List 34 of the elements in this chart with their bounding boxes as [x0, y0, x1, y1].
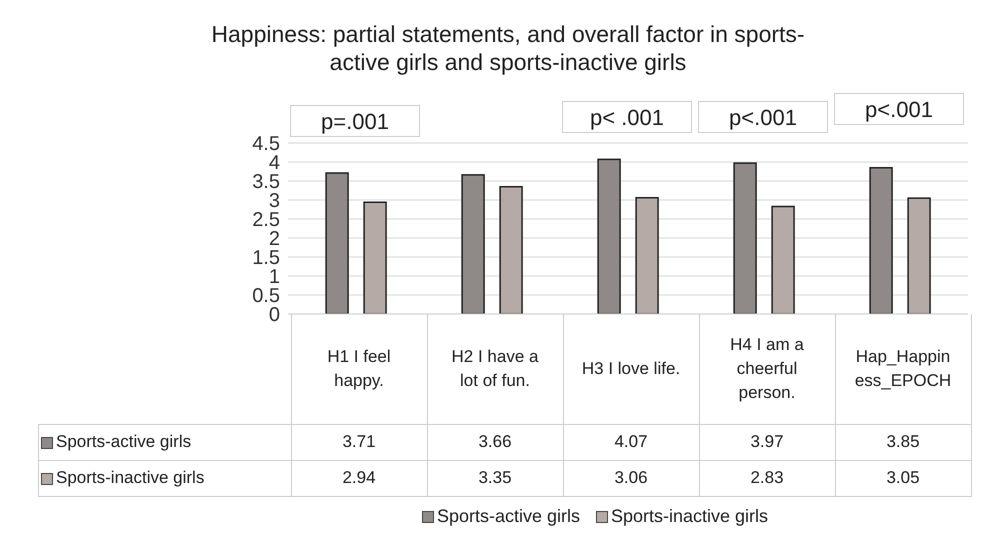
x-tick-label: H3 I love life.: [563, 314, 699, 424]
text: Sports-inactive girls: [56, 468, 204, 487]
text: p<.001: [698, 101, 828, 133]
bar: [635, 196, 659, 314]
data-label: 3.71: [291, 424, 427, 460]
data-label: 3.97: [699, 424, 835, 460]
x-tick-label: H2 I have a lot of fun.: [427, 314, 563, 424]
data-label: 3.06: [563, 460, 699, 496]
x-tick-label: Hap_Happiness_EPOCH: [835, 314, 971, 424]
data-label: 2.94: [291, 460, 427, 496]
bar: [733, 162, 757, 314]
data-label: 2.83: [699, 460, 835, 496]
data-label: 3.66: [427, 424, 563, 460]
chart-title: Happiness: partial statements, and overall factor in sports-active girls and sports-inactive girls: [210, 20, 806, 76]
x-tick-label: H4 I am a cheerful person.: [699, 314, 835, 424]
text: p=.001: [290, 105, 420, 137]
text: p<.001: [834, 93, 964, 125]
data-label: 4.07: [563, 424, 699, 460]
bar: [907, 197, 931, 314]
bar: [771, 206, 795, 314]
text: p< .001: [562, 101, 692, 133]
x-tick-label: H1 I feel happy.: [291, 314, 427, 424]
data-label: 3.35: [427, 460, 563, 496]
bar: [597, 158, 621, 314]
bar: [363, 202, 387, 314]
bar: [499, 186, 523, 314]
data-label: 3.05: [835, 460, 971, 496]
legend-label: Sports-active girls: [38, 424, 291, 460]
text: Sports-active girls: [436, 506, 580, 526]
legend-label: Sports-inactive girls: [610, 506, 768, 526]
bar: [869, 166, 893, 314]
bar: [325, 172, 349, 314]
data-label: 3.85: [835, 424, 971, 460]
bar: [461, 174, 485, 314]
